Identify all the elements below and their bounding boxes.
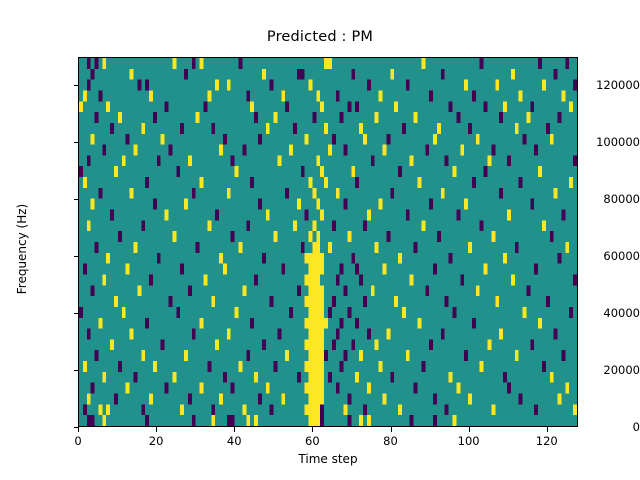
- y-tick-label: 20000: [603, 363, 640, 378]
- y-tick-label: 40000: [603, 306, 640, 321]
- y-tick-mark: [74, 313, 79, 315]
- y-tick-mark: [74, 85, 79, 87]
- y-tick-mark: [74, 370, 79, 372]
- x-tick-label: 0: [74, 434, 82, 448]
- x-tick-label: 60: [305, 434, 320, 448]
- x-tick-mark: [390, 427, 392, 432]
- x-tick-label: 100: [457, 434, 480, 448]
- x-tick-mark: [78, 427, 79, 432]
- x-tick-mark: [546, 427, 548, 432]
- x-tick-mark: [312, 427, 314, 432]
- chart-title: Predicted : PM: [266, 29, 374, 45]
- x-axis-label: Time step: [298, 452, 358, 466]
- x-tick-mark: [234, 427, 236, 432]
- y-axis-label: Frequency (Hz): [15, 203, 29, 295]
- y-tick-mark: [74, 199, 79, 201]
- y-tick-label: 120000: [596, 78, 640, 93]
- x-tick-label: 80: [383, 434, 398, 448]
- x-tick-label: 20: [148, 434, 164, 448]
- x-tick-mark: [468, 427, 470, 432]
- y-tick-label: 80000: [603, 192, 640, 207]
- y-tick-label: 0: [632, 420, 640, 434]
- y-tick-label: 100000: [596, 135, 640, 150]
- x-tick-mark: [156, 427, 158, 432]
- y-tick-label: 60000: [603, 249, 640, 264]
- heatmap-axes[interactable]: [78, 57, 578, 427]
- x-tick-label: 120: [535, 434, 558, 448]
- x-tick-label: 40: [226, 434, 242, 448]
- y-tick-mark: [74, 256, 79, 258]
- y-tick-mark: [74, 427, 79, 428]
- heatmap-cells: [79, 58, 577, 426]
- y-tick-mark: [74, 142, 79, 144]
